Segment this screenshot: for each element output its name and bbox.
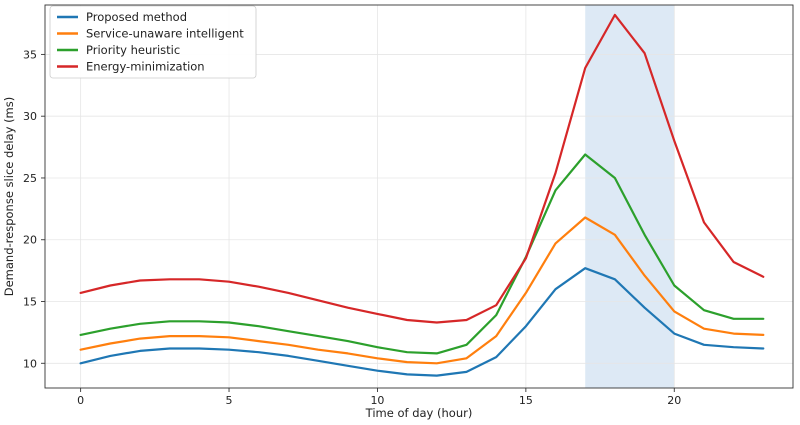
y-tick-label: 20 xyxy=(23,234,37,247)
y-tick-label: 35 xyxy=(23,48,37,61)
x-tick-label: 15 xyxy=(519,394,533,407)
series-line-3 xyxy=(79,153,765,355)
legend-label-3: Priority heuristic xyxy=(86,43,180,57)
legend-label-1: Proposed method xyxy=(86,10,187,24)
plot-frame xyxy=(44,4,794,389)
x-axis-label: Time of day (hour) xyxy=(365,406,473,420)
highlight-band xyxy=(585,5,675,388)
series-layer xyxy=(79,13,765,377)
y-tick-label: 10 xyxy=(23,357,37,370)
legend-frame xyxy=(49,5,257,79)
x-tick-label: 5 xyxy=(226,394,233,407)
series-line-2 xyxy=(79,216,765,365)
series-line-4 xyxy=(79,13,765,324)
grid-layer xyxy=(45,5,793,388)
x-tick-label: 0 xyxy=(77,394,84,407)
legend: Proposed method Service-unaware intellige… xyxy=(49,5,257,79)
x-tick-label: 20 xyxy=(667,394,681,407)
legend-label-2: Service-unaware intelligent xyxy=(86,27,244,41)
x-tick-label: 10 xyxy=(370,394,384,407)
y-tick-label: 15 xyxy=(23,296,37,309)
y-axis-label: Demand-response slice delay (ms) xyxy=(2,97,16,297)
tick-layer: 0 5 10 15 20 10 15 20 25 30 35 xyxy=(23,48,681,407)
series-line-1 xyxy=(79,267,765,377)
legend-label-4: Energy-minimization xyxy=(86,60,205,74)
y-tick-label: 25 xyxy=(23,172,37,185)
highlight-band-layer xyxy=(585,5,675,388)
y-tick-label: 30 xyxy=(23,110,37,123)
